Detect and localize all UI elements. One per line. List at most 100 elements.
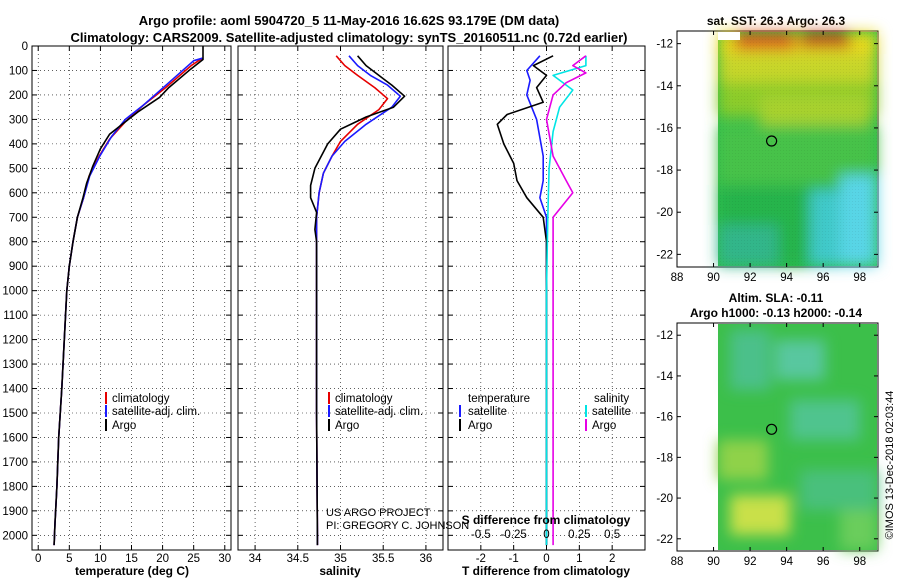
map-y-tick-label: -12 (656, 330, 673, 342)
figure-title-line1: Argo profile: aoml 5904720_5 11-May-2016… (139, 13, 560, 28)
x-tick-label: 1 (576, 553, 582, 565)
salinity-difference-x-label: S difference from climatology (462, 513, 631, 527)
salinity-x-label: salinity (319, 564, 361, 578)
credit-project: US ARGO PROJECT (326, 507, 431, 519)
map-x-tick-label: 92 (744, 556, 757, 568)
legend-satellite: satellite-adj. clim. (335, 406, 423, 418)
map-y-tick-label: -18 (656, 165, 673, 177)
legend-t-argo: Argo (468, 420, 492, 432)
x-tick-label: 0 (35, 553, 41, 565)
map-y-tick-label: -20 (656, 207, 673, 219)
map-x-tick-label: 90 (707, 556, 720, 568)
sla-argo-location-marker (765, 423, 778, 435)
map-y-tick-label: -16 (656, 123, 673, 135)
depth-tick-label: 700 (9, 212, 28, 224)
sla-map-axes: 88 90 92 94 96 98 -12 -14 -16 -18 -20 -22 (656, 323, 878, 568)
legend-satellite: satellite-adj. clim. (112, 406, 200, 418)
x-tick-label: 2 (609, 553, 615, 565)
map-y-tick-label: -22 (656, 534, 673, 546)
map-x-tick-label: 98 (853, 556, 866, 568)
difference-legend: temperature satellite Argo salinity sate… (459, 393, 631, 432)
x-tick-label: 15 (125, 553, 138, 565)
temperature-x-label: temperature (deg C) (75, 564, 189, 578)
depth-tick-label: 1500 (2, 408, 28, 420)
legend-s-satellite: satellite (592, 406, 631, 418)
series-line-t-argo (496, 55, 554, 546)
x-tick-label: 20 (156, 553, 169, 565)
depth-tick-label: 400 (9, 139, 28, 151)
x-tick-label: 0 (543, 553, 549, 565)
series-line-s-argo (545, 55, 587, 546)
sst-map-title: sat. SST: 26.3 Argo: 26.3 (707, 14, 846, 28)
x-tick-label: 34.5 (287, 553, 309, 565)
map-x-tick-label: 88 (671, 556, 684, 568)
map-y-tick-label: -14 (656, 371, 673, 383)
map-x-tick-label: 96 (817, 272, 830, 284)
difference-series (496, 55, 587, 546)
legend-climatology: climatology (112, 393, 170, 405)
depth-tick-label: 1600 (2, 432, 28, 444)
depth-axis: 0 100 200 300 400 500 600 700 800 900 1000 1100 1200… (2, 41, 28, 542)
secondary-tick-label: 0.25 (568, 529, 590, 541)
map-y-tick-label: -12 (656, 39, 673, 51)
depth-tick-label: 1800 (2, 481, 28, 493)
secondary-tick-label: 0 (543, 529, 549, 541)
series-line-argo (309, 55, 406, 546)
depth-tick-label: 1400 (2, 384, 28, 396)
legend-salinity-title: salinity (594, 393, 629, 405)
depth-tick-label: 1000 (2, 286, 28, 298)
x-tick-label: 30 (218, 553, 231, 565)
x-tick-label: 34 (249, 553, 262, 565)
sst-argo-location-marker (765, 135, 778, 147)
depth-tick-label: 2000 (2, 530, 28, 542)
temperature-grid (32, 45, 231, 550)
depth-tick-label: 1300 (2, 359, 28, 371)
legend-climatology: climatology (335, 393, 393, 405)
legend-s-argo: Argo (592, 420, 616, 432)
sla-map-image (718, 324, 877, 550)
map-y-tick-label: -20 (656, 493, 673, 505)
salinity-x-axis: 34 34.5 35 35.5 36 (249, 46, 433, 565)
series-line-argo (53, 46, 204, 546)
figure-title-line2: Climatology: CARS2009. Satellite-adjuste… (70, 30, 627, 45)
map-x-tick-label: 98 (853, 272, 866, 284)
salinity-difference-secondary-axis: -0.5 -0.25 0 0.25 0.5 (471, 529, 620, 541)
temperature-legend: climatology satellite-adj. clim. Argo (105, 392, 200, 432)
difference-x-label: T difference from climatology (462, 564, 630, 578)
series-line-s-satellite (545, 55, 587, 546)
sst-map-image (718, 32, 877, 266)
series-line-climatology (315, 55, 389, 546)
map-x-tick-label: 94 (780, 272, 793, 284)
secondary-tick-label: -0.5 (471, 529, 491, 541)
depth-tick-label: 900 (9, 261, 28, 273)
temperature-x-axis: 0 5 10 15 20 25 30 (35, 46, 231, 565)
credit-pi: PI: GREGORY C. JOHNSON (326, 520, 469, 532)
temperature-series (53, 46, 204, 546)
x-tick-label: 35.5 (372, 553, 394, 565)
salinity-grid (238, 45, 443, 550)
depth-tick-label: 200 (9, 90, 28, 102)
x-tick-label: 10 (94, 553, 107, 565)
sla-map-title-line2: Argo h1000: -0.13 h2000: -0.14 (690, 306, 862, 320)
depth-tick-label: 100 (9, 65, 28, 77)
depth-tick-label: 1100 (3, 310, 28, 322)
legend-argo: Argo (112, 420, 136, 432)
salinity-legend: climatology satellite-adj. clim. Argo (328, 392, 423, 432)
sla-map-title-line1: Altim. SLA: -0.11 (729, 291, 824, 305)
map-x-tick-label: 92 (744, 272, 757, 284)
difference-x-axis: -2 -1 0 1 2 (476, 46, 615, 565)
depth-tick-label: 0 (22, 41, 28, 53)
depth-tick-label: 500 (9, 163, 28, 175)
map-x-tick-label: 88 (671, 272, 684, 284)
depth-tick-label: 1900 (2, 506, 28, 518)
credit-imos: ©IMOS 13-Dec-2018 02:03:44 (884, 391, 896, 540)
legend-argo: Argo (335, 420, 359, 432)
x-tick-label: 25 (187, 553, 200, 565)
map-x-tick-label: 96 (817, 556, 830, 568)
depth-tick-label: 1200 (2, 335, 28, 347)
secondary-tick-label: 0.5 (604, 529, 620, 541)
x-tick-label: 36 (420, 553, 433, 565)
legend-t-satellite: satellite (468, 406, 507, 418)
depth-tick-label: 800 (9, 237, 28, 249)
